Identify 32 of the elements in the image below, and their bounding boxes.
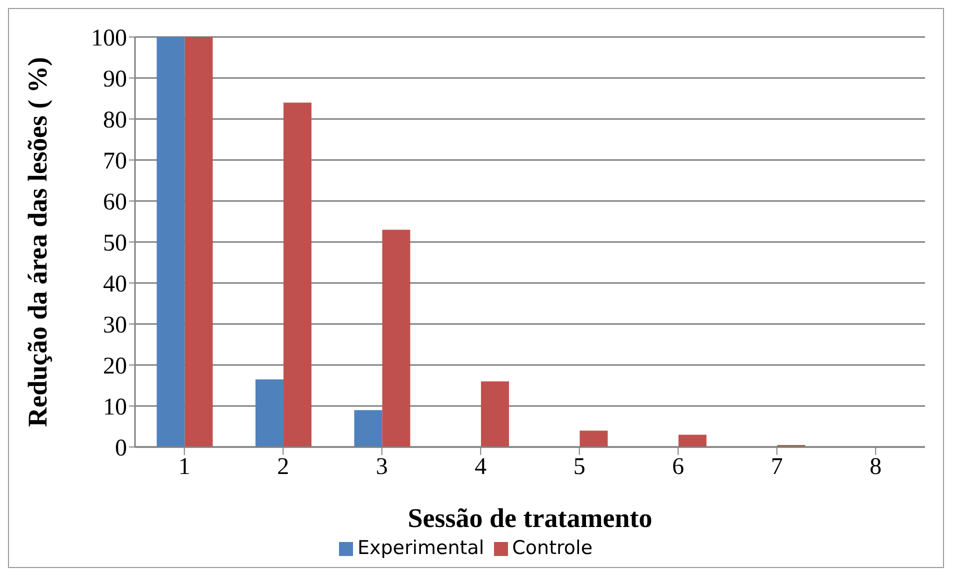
- bar: [156, 37, 185, 447]
- bar: [678, 434, 706, 447]
- bar: [255, 379, 284, 447]
- y-tick-label: 30: [103, 312, 127, 339]
- x-tick-label: 8: [870, 454, 882, 480]
- x-tick-label: 1: [178, 454, 190, 480]
- x-tick-label: 6: [672, 454, 684, 480]
- legend-label: Controle: [512, 537, 593, 559]
- y-tick-label: 0: [115, 436, 127, 462]
- y-tick-label: 20: [103, 354, 127, 380]
- y-tick-label: 10: [103, 394, 127, 421]
- bar: [480, 381, 509, 447]
- y-tick-label: 80: [103, 108, 127, 134]
- y-tick-label: 70: [103, 148, 127, 175]
- y-axis-title: Redução da área das lesões ( %): [22, 57, 53, 427]
- bar: [580, 430, 608, 447]
- y-tick-label: 90: [103, 66, 127, 93]
- x-axis-title: Sessão de tratamento: [408, 503, 652, 533]
- bar: [184, 37, 213, 447]
- y-tick-label: 50: [103, 230, 127, 257]
- x-tick-label: 7: [770, 454, 783, 480]
- legend-label: Experimental: [357, 537, 484, 559]
- x-tick-label: 4: [474, 454, 487, 480]
- y-tick-label: 40: [103, 272, 127, 298]
- bar: [283, 102, 312, 447]
- bar: [354, 410, 382, 447]
- y-tick-label: 100: [91, 26, 127, 52]
- x-tick-label: 5: [573, 454, 586, 480]
- y-tick-label: 60: [103, 190, 127, 216]
- x-tick-label: 3: [376, 454, 388, 480]
- x-tick-label: 2: [277, 454, 290, 480]
- bar: [382, 230, 410, 447]
